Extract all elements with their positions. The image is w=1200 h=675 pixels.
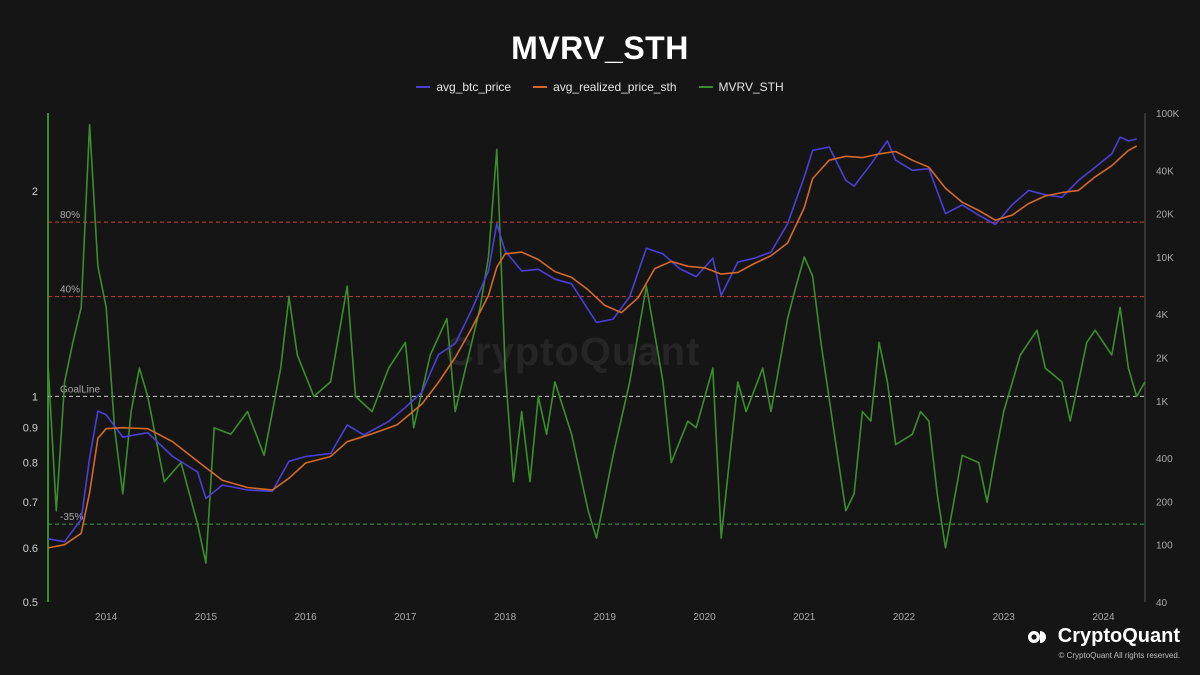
x-tick-label: 2017 [394, 612, 417, 623]
left-tick-label: 2 [32, 186, 38, 198]
right-tick-label: 400 [1156, 454, 1173, 465]
left-tick-label: 0.7 [23, 497, 38, 509]
left-tick-label: 0.5 [23, 597, 38, 609]
series-line-avg-btc-price [47, 136, 1137, 543]
cryptoquant-logo-icon [1027, 628, 1050, 646]
x-tick-label: 2022 [893, 612, 916, 623]
right-tick-label: 4K [1156, 310, 1169, 321]
reference-label-80: 80% [60, 210, 80, 221]
right-tick-label: 1K [1156, 397, 1169, 408]
series-line-mvrv-sth [47, 123, 1146, 564]
legend-item-avg-realized-price-sth[interactable]: avg_realized_price_sth [533, 80, 677, 94]
series-line-avg-realized-price-sth [47, 145, 1138, 549]
right-tick-label: 100K [1156, 109, 1180, 120]
legend-item-avg-btc-price[interactable]: avg_btc_price [416, 80, 511, 94]
left-axis-ticks: 0.5 0.6 0.7 0.8 0.9 1 2 [23, 186, 38, 609]
legend-swatch-avg-realized-price-sth [533, 86, 548, 88]
x-tick-label: 2018 [494, 612, 517, 623]
reference-label-goalline: GoalLine [60, 384, 100, 395]
right-tick-label: 200 [1156, 497, 1173, 508]
left-tick-label: 1 [32, 391, 38, 403]
chart-title: MVRV_STH [511, 30, 689, 66]
x-tick-label: 2021 [793, 612, 816, 623]
brand-logo-block: CryptoQuant [1027, 625, 1180, 648]
x-tick-label: 2015 [195, 612, 218, 623]
right-axis-ticks: 40 100 200 400 1K 2K 4K 10K 20K 40K 100K [1156, 109, 1180, 609]
right-tick-label: 100 [1156, 541, 1173, 552]
reference-lines: 80% 40% GoalLine -35% [48, 210, 1145, 525]
right-tick-label: 40 [1156, 598, 1168, 609]
x-tick-label: 2014 [95, 612, 118, 623]
x-tick-label: 2024 [1092, 612, 1115, 623]
chart-legend: avg_btc_price avg_realized_price_sth MVR… [0, 80, 1200, 94]
left-tick-label: 0.8 [23, 458, 38, 470]
x-tick-label: 2019 [594, 612, 617, 623]
right-tick-label: 40K [1156, 166, 1174, 177]
x-tick-label: 2023 [993, 612, 1016, 623]
brand-name: CryptoQuant [1057, 625, 1180, 647]
x-tick-label: 2016 [295, 612, 318, 623]
legend-label-avg-btc-price: avg_btc_price [436, 80, 512, 94]
right-tick-label: 10K [1156, 253, 1174, 264]
legend-swatch-avg-btc-price [416, 86, 431, 88]
legend-label-avg-realized-price-sth: avg_realized_price_sth [553, 80, 677, 94]
right-tick-label: 2K [1156, 354, 1169, 365]
legend-swatch-mvrv-sth [698, 86, 713, 88]
series-group [47, 123, 1146, 564]
legend-item-mvrv-sth[interactable]: MVRV_STH [698, 80, 784, 94]
right-tick-label: 20K [1156, 210, 1174, 221]
reference-label-40: 40% [60, 285, 80, 296]
x-axis-ticks: 2014 2015 2016 2017 2018 2019 2020 2021 2022 2023… [95, 612, 1115, 623]
x-tick-label: 2020 [693, 612, 716, 623]
legend-label-mvrv-sth: MVRV_STH [718, 80, 784, 94]
reference-label-35: -35% [60, 512, 83, 523]
left-tick-label: 0.9 [23, 423, 38, 435]
left-tick-label: 0.6 [23, 543, 38, 555]
copyright-text: © CryptoQuant All rights reserved. [1058, 651, 1181, 660]
